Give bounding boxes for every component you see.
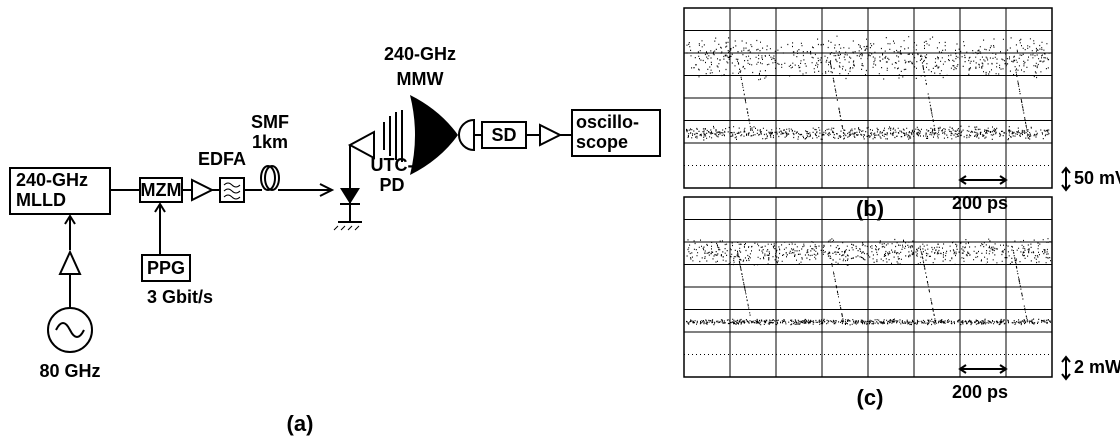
- beam: [410, 95, 458, 175]
- ppg-label: PPG: [147, 258, 185, 278]
- setup-diagram: 240-GHz MLLD MZM EDFA SMF 1km UTC- PD 24…: [10, 44, 660, 436]
- ppg-rate: 3 Gbit/s: [147, 287, 213, 307]
- amp-scale-arrow: [1062, 357, 1070, 379]
- time-scale-arrow: [960, 176, 1006, 184]
- mlld-label: 240-GHz: [16, 170, 88, 190]
- mlld-label: MLLD: [16, 190, 66, 210]
- amp-scale: 50 mV: [1074, 168, 1120, 188]
- utc-label: PD: [379, 175, 404, 195]
- utc-label: UTC-: [371, 155, 414, 175]
- synth-label: 80 GHz: [39, 361, 100, 381]
- panel-label: (b): [856, 196, 884, 221]
- time-scale: 200 ps: [952, 382, 1008, 402]
- panel-label: (c): [857, 385, 884, 410]
- time-scale-arrow: [960, 365, 1006, 373]
- receiver-horn: [459, 120, 482, 150]
- mzm-label: MZM: [141, 180, 182, 200]
- arrow: [155, 204, 165, 255]
- figure: 240-GHz MLLD MZM EDFA SMF 1km UTC- PD 24…: [0, 0, 1120, 440]
- filter: [220, 178, 244, 202]
- wire: [338, 145, 362, 222]
- mmw-label: 240-GHz: [384, 44, 456, 64]
- amplifier: [60, 252, 80, 274]
- amp-scale-arrow: [1062, 168, 1070, 190]
- sd-label: SD: [491, 125, 516, 145]
- smf-label: SMF: [251, 112, 289, 132]
- scope-label: oscillo-: [576, 112, 639, 132]
- edfa-label: EDFA: [198, 149, 246, 169]
- ground: [334, 226, 359, 230]
- amplifier: [192, 180, 212, 200]
- mmw-label: MMW: [397, 69, 444, 89]
- smf-length: 1km: [252, 132, 288, 152]
- panel-label: (a): [287, 411, 314, 436]
- amp-scale: 2 mW: [1074, 357, 1120, 377]
- scope-label: scope: [576, 132, 628, 152]
- amplifier: [540, 125, 560, 145]
